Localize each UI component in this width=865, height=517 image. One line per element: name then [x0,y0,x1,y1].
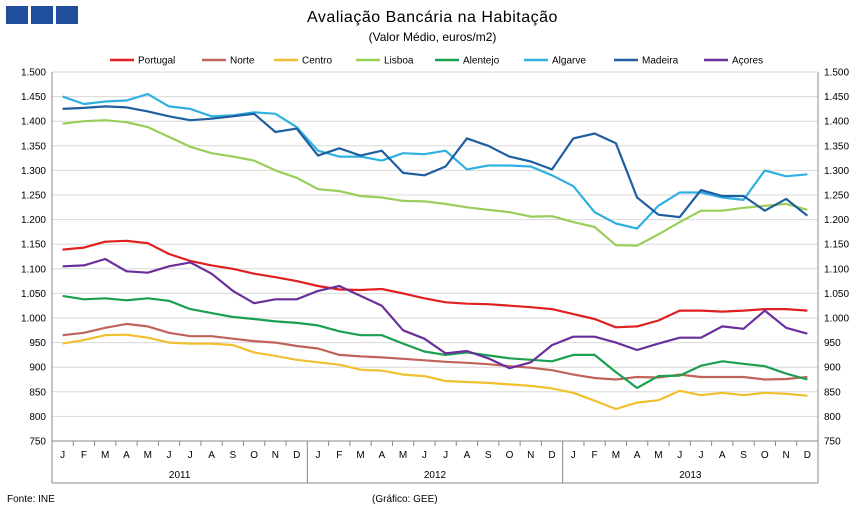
ine-logo-blocks-icon [6,6,78,24]
x-tick-label: M [399,450,407,461]
series-line-lisboa [62,119,808,247]
x-tick-label: J [698,450,703,461]
source-note: Fonte: INE [7,494,55,505]
x-tick-label: J [60,450,65,461]
y-tick-label-left: 1.350 [21,141,46,152]
x-tick-label: S [740,450,747,461]
series-line-centro [62,333,808,411]
series-line-alentejo [62,294,808,389]
x-tick-label: M [356,450,364,461]
x-tick-label: M [612,450,620,461]
y-tick-label-right: 950 [824,338,841,349]
chart-subtitle: (Valor Médio, euros/m2) [368,30,497,44]
y-tick-label-left: 950 [29,338,46,349]
y-tick-label-left: 1.250 [21,191,46,202]
x-tick-label: D [293,450,300,461]
x-tick-label: A [719,450,726,461]
y-tick-label-left: 1.300 [21,166,46,177]
legend-label: Madeira [642,56,679,67]
x-tick-label: J [443,450,448,461]
y-tick-label-left: 1.500 [21,68,46,79]
x-tick-label: O [761,450,769,461]
y-tick-label-right: 900 [824,363,841,374]
year-label: 2013 [679,470,702,481]
y-tick-label-right: 1.000 [824,314,849,325]
y-tick-label-right: 1.400 [824,117,849,128]
y-tick-label-right: 1.300 [824,166,849,177]
y-tick-label-left: 750 [29,437,46,448]
x-tick-label: F [592,450,598,461]
x-tick-label: J [188,450,193,461]
chart-credit: (Gráfico: GEE) [372,494,438,505]
x-tick-label: J [571,450,576,461]
y-tick-label-right: 1.250 [824,191,849,202]
series-line-açores [62,257,808,370]
chart-title: Avaliação Bancária na Habitação [307,9,558,26]
y-tick-label-left: 1.400 [21,117,46,128]
x-tick-label: N [782,450,789,461]
x-tick-label: A [634,450,641,461]
x-tick-label: D [548,450,555,461]
x-tick-label: J [422,450,427,461]
y-tick-label-right: 800 [824,412,841,423]
y-tick-label-right: 850 [824,387,841,398]
y-tick-label-right: 1.500 [824,68,849,79]
x-tick-label: A [123,450,130,461]
x-tick-label: M [144,450,152,461]
y-tick-label-right: 1.350 [824,141,849,152]
legend-label: Centro [302,56,332,67]
y-tick-label-left: 1.100 [21,264,46,275]
series-line-algarve [62,92,808,230]
legend-label: Norte [230,56,255,67]
x-tick-label: J [677,450,682,461]
y-tick-label-left: 1.000 [21,314,46,325]
legend-label: Açores [732,56,763,67]
x-tick-label: F [81,450,87,461]
y-tick-label-left: 800 [29,412,46,423]
x-tick-label: J [315,450,320,461]
y-tick-label-right: 1.200 [824,215,849,226]
year-label: 2011 [169,470,191,481]
y-tick-label-right: 1.050 [824,289,849,300]
year-label: 2012 [424,470,447,481]
y-tick-label-right: 1.150 [824,240,849,251]
x-tick-label: D [804,450,811,461]
y-tick-label-left: 1.150 [21,240,46,251]
legend-label: Portugal [138,56,175,67]
x-tick-label: N [272,450,279,461]
x-tick-label: A [378,450,385,461]
x-tick-label: M [101,450,109,461]
x-tick-label: N [527,450,534,461]
x-tick-label: F [336,450,342,461]
y-tick-label-right: 1.450 [824,92,849,103]
y-tick-label-right: 750 [824,437,841,448]
y-tick-label-left: 1.450 [21,92,46,103]
y-tick-label-right: 1.100 [824,264,849,275]
legend-label: Algarve [552,56,586,67]
y-tick-label-left: 900 [29,363,46,374]
x-tick-label: S [485,450,492,461]
legend-label: Lisboa [384,56,414,67]
series-line-norte [62,322,808,381]
x-tick-label: A [208,450,215,461]
x-tick-label: O [506,450,514,461]
series-line-madeira [62,105,809,219]
x-tick-label: A [464,450,471,461]
series-line-portugal [62,239,808,329]
x-tick-label: J [167,450,172,461]
legend-label: Alentejo [463,56,500,67]
y-tick-label-left: 1.200 [21,215,46,226]
x-tick-label: S [230,450,237,461]
y-tick-label-left: 850 [29,387,46,398]
x-tick-label: O [250,450,258,461]
y-tick-label-left: 1.050 [21,289,46,300]
x-tick-label: M [654,450,662,461]
